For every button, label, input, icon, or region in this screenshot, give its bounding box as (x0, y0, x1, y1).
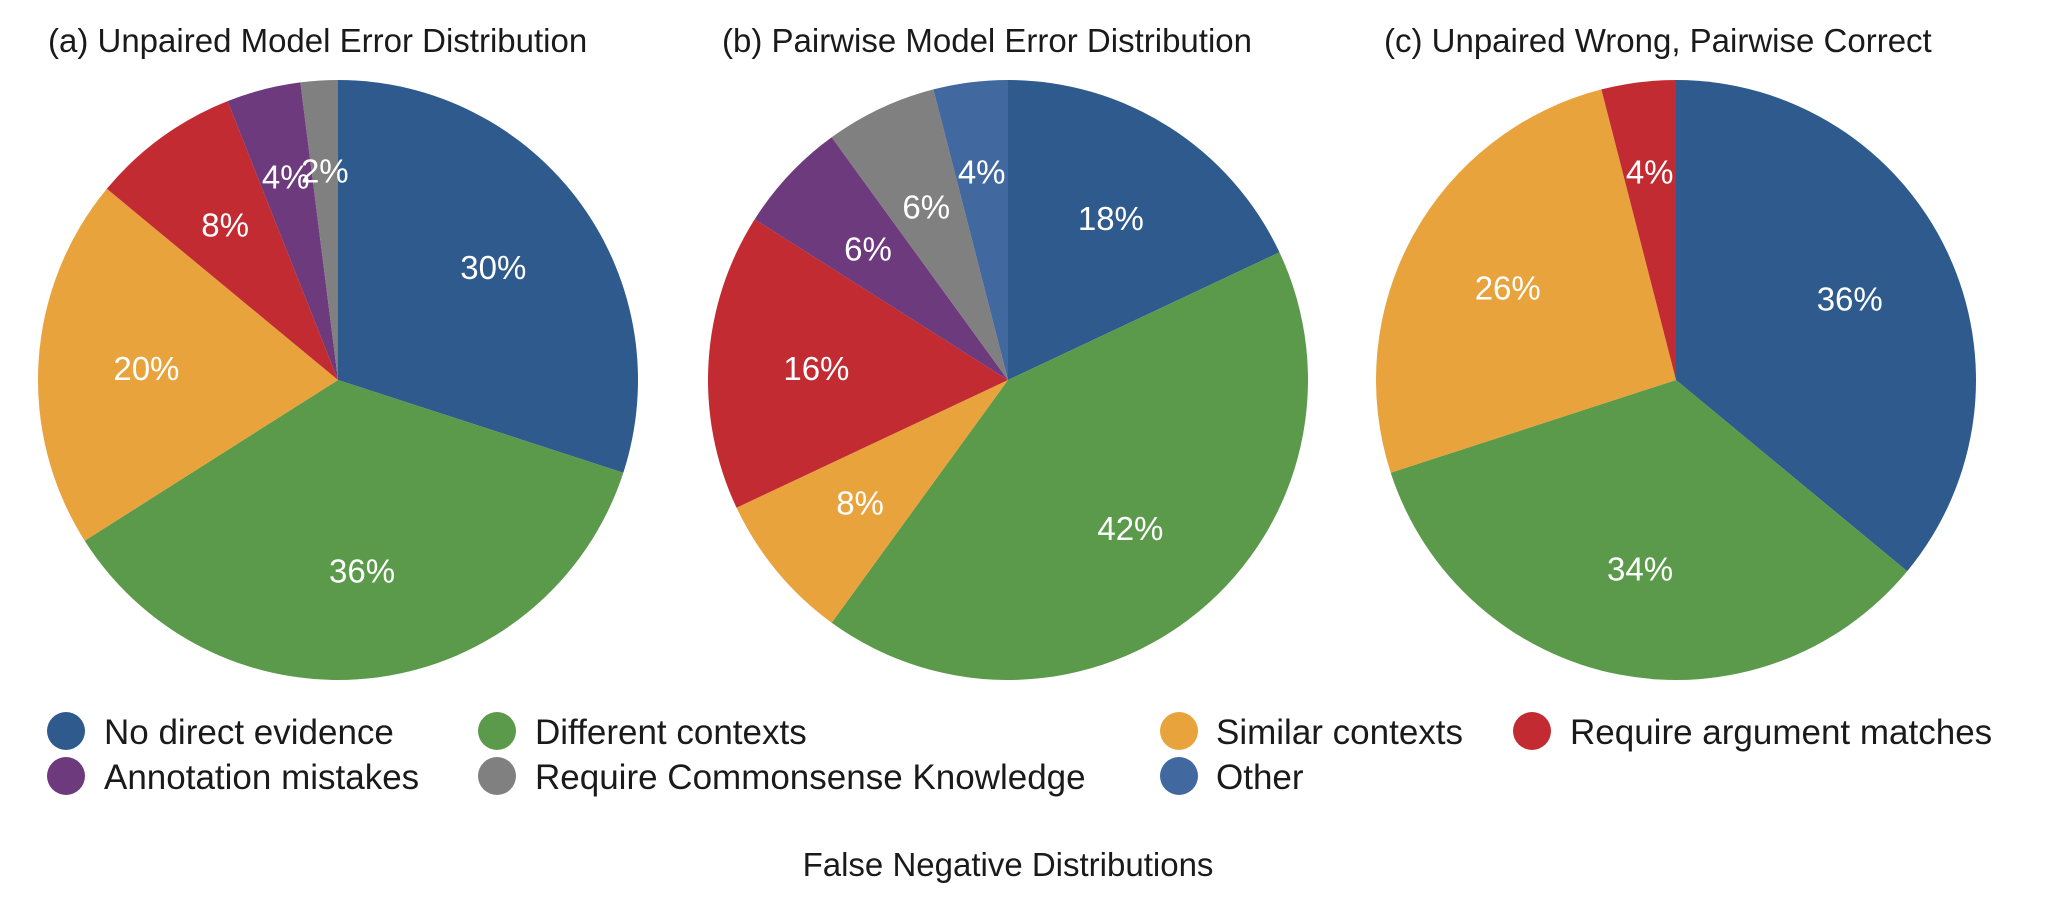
legend-swatch-no-direct-evidence (47, 712, 85, 750)
legend-item-require-argument-matches: Require argument matches (1513, 712, 1992, 752)
legend-swatch-other (1160, 757, 1198, 795)
pie-2-label-different-contexts: 42% (1097, 510, 1163, 547)
pie-3-label-similar-contexts: 26% (1475, 270, 1541, 307)
pie-2-slice-require-argument-matches (708, 219, 1008, 508)
pie-2-slice-require-commonsense (831, 89, 1008, 380)
pie-chart-1: (a) Unpaired Model Error Distribution 30%… (37, 22, 639, 680)
pie-chart-3: (c) Unpaired Wrong, Pairwise Correct 36% 3… (1376, 22, 1976, 680)
legend-label-no-direct-evidence: No direct evidence (104, 713, 394, 752)
legend-swatch-different-contexts (478, 712, 516, 750)
pie-3-label-require-argument-matches: 4% (1626, 154, 1674, 191)
legend-item-other: Other (1160, 757, 1304, 797)
pie-3-label-no-direct-evidence: 36% (1817, 280, 1883, 317)
pie-3-slice-no-direct-evidence (1676, 80, 1976, 572)
pie-2-slice-different-contexts (831, 252, 1309, 681)
legend-item-different-contexts: Different contexts (478, 712, 807, 752)
pie-chart-2: (b) Pairwise Model Error Distribution 18%… (708, 22, 1309, 681)
legend: No direct evidence Different contexts Si… (47, 712, 1992, 797)
pie-2-label-no-direct-evidence: 18% (1078, 200, 1144, 237)
pie-title-1: (a) Unpaired Model Error Distribution (48, 22, 587, 59)
pie-charts: (a) Unpaired Model Error Distribution 30%… (37, 22, 1976, 681)
pie-1-slice-require-commonsense (300, 80, 338, 380)
legend-label-annotation-mistakes: Annotation mistakes (104, 758, 419, 797)
pie-1-label-annotation-mistakes: 4% (262, 159, 310, 196)
legend-label-other: Other (1216, 758, 1304, 797)
pie-2-label-require-argument-matches: 16% (783, 350, 849, 387)
pie-1-label-require-argument-matches: 8% (201, 207, 249, 244)
pie-3-slice-different-contexts (1390, 380, 1908, 680)
pie-1-label-similar-contexts: 20% (113, 350, 179, 387)
legend-swatch-require-argument-matches (1513, 712, 1551, 750)
legend-item-require-commonsense: Require Commonsense Knowledge (478, 757, 1086, 797)
pie-2-label-require-commonsense: 6% (902, 188, 950, 225)
pie-2-slice-no-direct-evidence (1008, 80, 1280, 380)
pie-2-slice-other (933, 80, 1008, 380)
legend-item-annotation-mistakes: Annotation mistakes (47, 757, 419, 797)
legend-item-no-direct-evidence: No direct evidence (47, 712, 394, 752)
pie-1-label-different-contexts: 36% (329, 552, 395, 589)
pie-title-3: (c) Unpaired Wrong, Pairwise Correct (1384, 22, 1932, 59)
pie-2-label-similar-contexts: 8% (836, 484, 884, 521)
pie-1-label-no-direct-evidence: 30% (460, 249, 526, 286)
legend-label-require-commonsense: Require Commonsense Knowledge (535, 758, 1086, 797)
pie-3-slice-require-argument-matches (1601, 80, 1676, 380)
legend-swatch-similar-contexts (1160, 712, 1198, 750)
pie-3-slice-similar-contexts (1376, 89, 1676, 473)
pie-1-slice-require-argument-matches (106, 101, 338, 381)
pie-1-slice-annotation-mistakes (227, 82, 338, 380)
pie-1-slice-similar-contexts (37, 188, 338, 541)
figure-caption: False Negative Distributions (803, 846, 1214, 883)
legend-label-require-argument-matches: Require argument matches (1570, 713, 1992, 752)
legend-item-similar-contexts: Similar contexts (1160, 712, 1463, 752)
pie-2-slice-annotation-mistakes (754, 137, 1008, 380)
pie-1-slice-no-direct-evidence (338, 80, 639, 473)
legend-swatch-require-commonsense (478, 757, 516, 795)
legend-label-different-contexts: Different contexts (535, 713, 807, 752)
pie-title-2: (b) Pairwise Model Error Distribution (722, 22, 1252, 59)
pie-2-label-other: 4% (958, 154, 1006, 191)
pie-2-slice-similar-contexts (736, 380, 1008, 623)
pie-1-label-require-commonsense: 2% (301, 152, 349, 189)
legend-swatch-annotation-mistakes (47, 757, 85, 795)
legend-label-similar-contexts: Similar contexts (1216, 713, 1463, 752)
pie-3-label-different-contexts: 34% (1607, 551, 1673, 588)
pie-2-label-annotation-mistakes: 6% (844, 231, 892, 268)
pie-1-slice-different-contexts (84, 380, 624, 680)
